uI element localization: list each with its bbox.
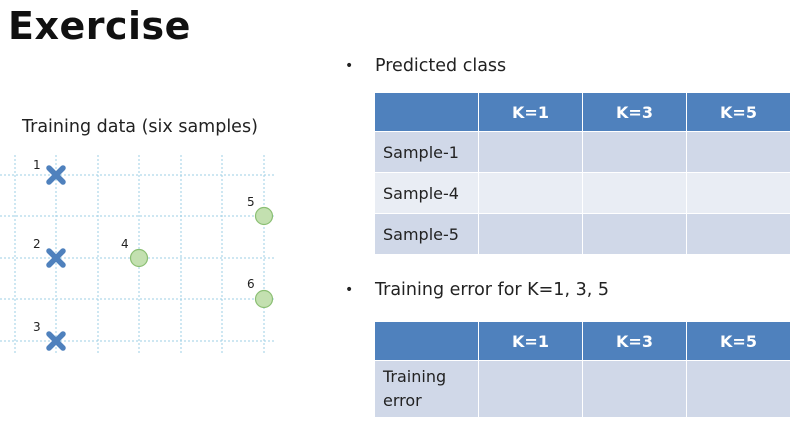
slide-title: Exercise xyxy=(8,4,191,48)
row-label: Sample-1 xyxy=(374,131,479,173)
sample-6-circle-marker xyxy=(254,289,274,309)
answer-cell[interactable] xyxy=(582,213,687,255)
header-cell: K=3 xyxy=(582,92,687,132)
answer-cell[interactable] xyxy=(686,360,791,418)
training-error-table: K=1 K=3 K=5 Training error xyxy=(374,321,791,418)
sample-6-label: 6 xyxy=(247,277,255,291)
row-label: Sample-4 xyxy=(374,172,479,214)
sample-3-cross-marker xyxy=(46,331,66,351)
row-label: Training error xyxy=(374,360,479,418)
header-corner-cell xyxy=(374,321,479,361)
answer-cell[interactable] xyxy=(478,213,583,255)
answer-cell[interactable] xyxy=(582,131,687,173)
sample-5-label: 5 xyxy=(247,195,255,209)
sample-1-cross-marker xyxy=(46,165,66,185)
header-cell: K=5 xyxy=(686,92,791,132)
sample-1-label: 1 xyxy=(33,158,41,172)
bullet-predicted-class: • Predicted class xyxy=(345,56,506,76)
row-label-line: error xyxy=(383,391,422,410)
answer-cell[interactable] xyxy=(478,360,583,418)
answer-cell[interactable] xyxy=(582,360,687,418)
table-row: Sample-5 xyxy=(374,213,791,255)
row-label-line: Training xyxy=(383,367,447,386)
sample-2-label: 2 xyxy=(33,237,41,251)
sample-3-label: 3 xyxy=(33,320,41,334)
answer-cell[interactable] xyxy=(478,172,583,214)
answer-cell[interactable] xyxy=(478,131,583,173)
answer-cell[interactable] xyxy=(686,131,791,173)
header-cell: K=3 xyxy=(582,321,687,361)
answer-cell[interactable] xyxy=(686,213,791,255)
table-row: Training error xyxy=(374,360,791,418)
bullet-training-error-text: Training error for K=1, 3, 5 xyxy=(375,280,609,300)
training-data-plot: 1 2 3 4 5 6 xyxy=(0,155,275,355)
chart-caption: Training data (six samples) xyxy=(22,117,258,137)
answer-cell[interactable] xyxy=(686,172,791,214)
sample-5-circle-marker xyxy=(254,206,274,226)
header-cell: K=5 xyxy=(686,321,791,361)
bullet-dot-icon: • xyxy=(345,58,354,74)
header-corner-cell xyxy=(374,92,479,132)
sample-2-cross-marker xyxy=(46,248,66,268)
row-label: Sample-5 xyxy=(374,213,479,255)
table-row: Sample-1 xyxy=(374,131,791,173)
bullet-training-error: • Training error for K=1, 3, 5 xyxy=(345,280,609,300)
table-header-row: K=1 K=3 K=5 xyxy=(374,92,791,132)
table-header-row: K=1 K=3 K=5 xyxy=(374,321,791,361)
table-row: Sample-4 xyxy=(374,172,791,214)
bullet-predicted-class-text: Predicted class xyxy=(375,56,507,76)
answer-cell[interactable] xyxy=(582,172,687,214)
sample-4-circle-marker xyxy=(129,248,149,268)
predicted-class-table: K=1 K=3 K=5 Sample-1 Sample-4 Sample-5 xyxy=(374,92,791,255)
header-cell: K=1 xyxy=(478,321,583,361)
bullet-dot-icon: • xyxy=(345,282,354,298)
sample-4-label: 4 xyxy=(121,237,129,251)
header-cell: K=1 xyxy=(478,92,583,132)
